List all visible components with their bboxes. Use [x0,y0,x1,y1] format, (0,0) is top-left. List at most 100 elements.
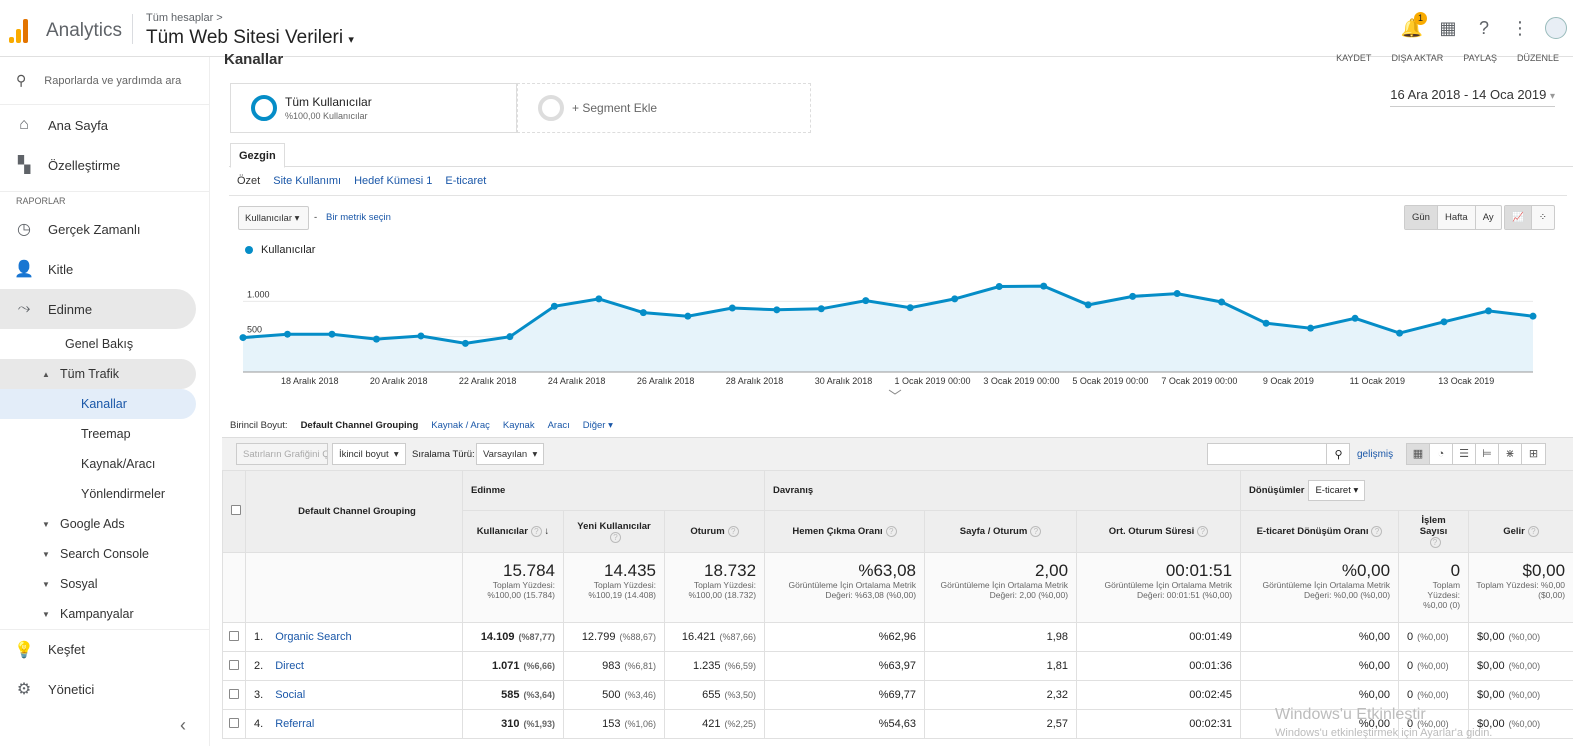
col-header-bounce-rate[interactable]: Hemen Çıkma Oranı? [764,510,926,553]
data-point[interactable] [862,297,870,305]
col-header-transactions[interactable]: İşlem Sayısı? [1398,510,1470,553]
help-icon[interactable]: ? [1527,526,1539,537]
sidebar-item-treemap[interactable]: Treemap [81,427,131,441]
save-button[interactable]: KAYDET [1336,53,1372,63]
help-icon[interactable]: ? [1478,17,1489,38]
data-point[interactable] [773,306,781,314]
period-day-button[interactable]: Gün [1405,206,1438,229]
app-name[interactable]: Analytics [46,20,123,41]
motion-chart-icon[interactable]: ⁘ [1538,212,1547,223]
col-header-users[interactable]: Kullanıcılar? ↓ [462,510,564,553]
sidebar-item-campaigns[interactable]: ▼ Kampanyalar [0,599,209,629]
channel-link[interactable]: Direct [275,660,304,672]
data-point[interactable] [1040,282,1048,290]
col-header-revenue[interactable]: Gelir? [1468,510,1573,553]
col-header-sessions[interactable]: Oturum? [663,510,766,553]
row-checkbox[interactable] [229,659,239,670]
more-vert-icon[interactable]: ⋮ [1511,17,1529,38]
add-segment-button[interactable]: + Segment Ekle [517,83,811,133]
apps-grid-icon[interactable]: ▦ [1439,17,1457,38]
performance-view-icon[interactable]: ☰ [1453,444,1476,464]
data-point[interactable] [684,312,692,320]
col-header-new-users[interactable]: Yeni Kullanıcılar? [563,510,665,553]
data-point[interactable] [1440,318,1448,326]
pick-metric-link[interactable]: Bir metrik seçin [326,212,391,223]
help-icon[interactable]: ? [1371,526,1383,537]
data-point[interactable] [1262,319,1270,327]
table-search-input[interactable] [1207,443,1350,465]
data-point[interactable] [1307,324,1315,332]
data-point[interactable] [595,295,603,303]
secondary-dimension-select[interactable]: İkincil boyut ▾ [332,443,406,465]
help-icon[interactable]: ? [530,526,542,537]
period-month-button[interactable]: Ay [1482,212,1494,223]
conversion-select[interactable]: E-ticaret ▾ [1308,480,1366,501]
data-point[interactable] [239,334,247,342]
select-all-checkbox[interactable] [231,505,241,515]
data-point[interactable] [639,309,647,317]
collapse-sidebar-icon[interactable]: ‹ [180,715,186,735]
data-point[interactable] [995,282,1003,290]
sidebar-item-audience[interactable]: 👤 Kitle [0,249,209,289]
search-icon[interactable]: ⚲ [1326,443,1350,465]
sidebar-item-all-traffic[interactable]: ▲ Tüm Trafik [0,359,196,389]
dim-source-medium-link[interactable]: Kaynak / Araç [431,420,490,431]
sidebar-search[interactable]: ⚲ Raporlarda ve yardımda ara [0,57,209,105]
metric-select[interactable]: Kullanıcılar ▾ [238,206,309,230]
subtab-summary[interactable]: Özet [237,175,261,187]
help-icon[interactable]: ? [727,526,739,537]
help-icon[interactable]: ? [885,526,897,537]
data-point[interactable] [906,304,914,312]
term-cloud-icon[interactable]: ⋇ [1499,444,1522,464]
row-checkbox[interactable] [229,688,239,699]
sidebar-item-overview[interactable]: Genel Bakış [65,337,134,351]
advanced-filter-link[interactable]: gelişmiş [1357,449,1394,460]
sidebar-item-source-medium[interactable]: Kaynak/Aracı [81,457,156,471]
period-week-button[interactable]: Hafta [1438,206,1476,229]
dim-other-link[interactable]: Diğer ▾ [582,420,613,431]
tab-explorer[interactable]: Gezgin [230,143,285,168]
data-point[interactable] [328,330,336,338]
date-range-selector[interactable]: 16 Ara 2018 - 14 Oca 2019 ▾ [1390,87,1555,107]
col-header-ecommerce-conv-rate[interactable]: E-ticaret Dönüşüm Oranı? [1240,510,1400,553]
channel-link[interactable]: Referral [275,718,315,730]
data-point[interactable] [1529,312,1537,320]
sidebar-item-social[interactable]: ▼ Sosyal [0,569,209,599]
comparison-view-icon[interactable]: ⊨ [1476,444,1499,464]
data-point[interactable] [372,335,380,343]
notifications-bell-icon[interactable]: 🔔 1 [1401,12,1427,39]
export-button[interactable]: DIŞA AKTAR [1391,53,1444,63]
channel-link[interactable]: Organic Search [275,631,352,643]
share-button[interactable]: PAYLAŞ [1463,53,1497,63]
data-point[interactable] [728,304,736,312]
data-point[interactable] [550,302,558,310]
sidebar-item-realtime[interactable]: ◷ Gerçek Zamanlı [0,209,209,249]
data-point[interactable] [417,332,425,340]
primary-dim-current[interactable]: Default Channel Grouping [300,420,419,431]
data-point[interactable] [506,333,514,341]
row-checkbox[interactable] [229,630,239,641]
dim-medium-link[interactable]: Aracı [547,420,570,431]
help-icon[interactable]: ? [1197,526,1209,537]
pivot-view-icon[interactable]: ⊞ [1528,448,1539,460]
line-chart-icon[interactable]: 📈 [1505,206,1532,229]
sidebar-item-discover[interactable]: 💡 Keşfet [0,629,209,669]
data-point[interactable] [951,295,959,303]
sidebar-item-customize[interactable]: ▚ Özelleştirme [0,145,209,185]
avatar[interactable] [1545,17,1567,39]
property-selector[interactable]: Tüm Web Sitesi Verileri ▾ [146,27,354,49]
sidebar-item-admin[interactable]: ⚙ Yönetici [0,669,209,709]
sidebar-item-search-console[interactable]: ▼ Search Console [0,539,209,569]
help-icon[interactable]: ? [1030,526,1042,537]
help-icon[interactable]: ? [1429,537,1441,548]
edit-button[interactable]: DÜZENLE [1516,53,1559,63]
chart-expand-chevron-icon[interactable] [888,389,902,395]
col-header-avg-session-duration[interactable]: Ort. Oturum Süresi? [1076,510,1242,553]
sidebar-item-google-ads[interactable]: ▼ Google Ads [0,509,209,539]
table-view-icon[interactable]: ▦ [1407,444,1430,464]
plot-rows-button[interactable]: Satırların Grafiğini Çiz [236,443,328,465]
data-point[interactable] [1396,329,1404,337]
channel-link[interactable]: Social [275,689,306,701]
search-input[interactable]: Raporlarda ve yardımda ara [44,74,182,87]
pie-view-icon[interactable]: ◔ [1430,444,1453,464]
